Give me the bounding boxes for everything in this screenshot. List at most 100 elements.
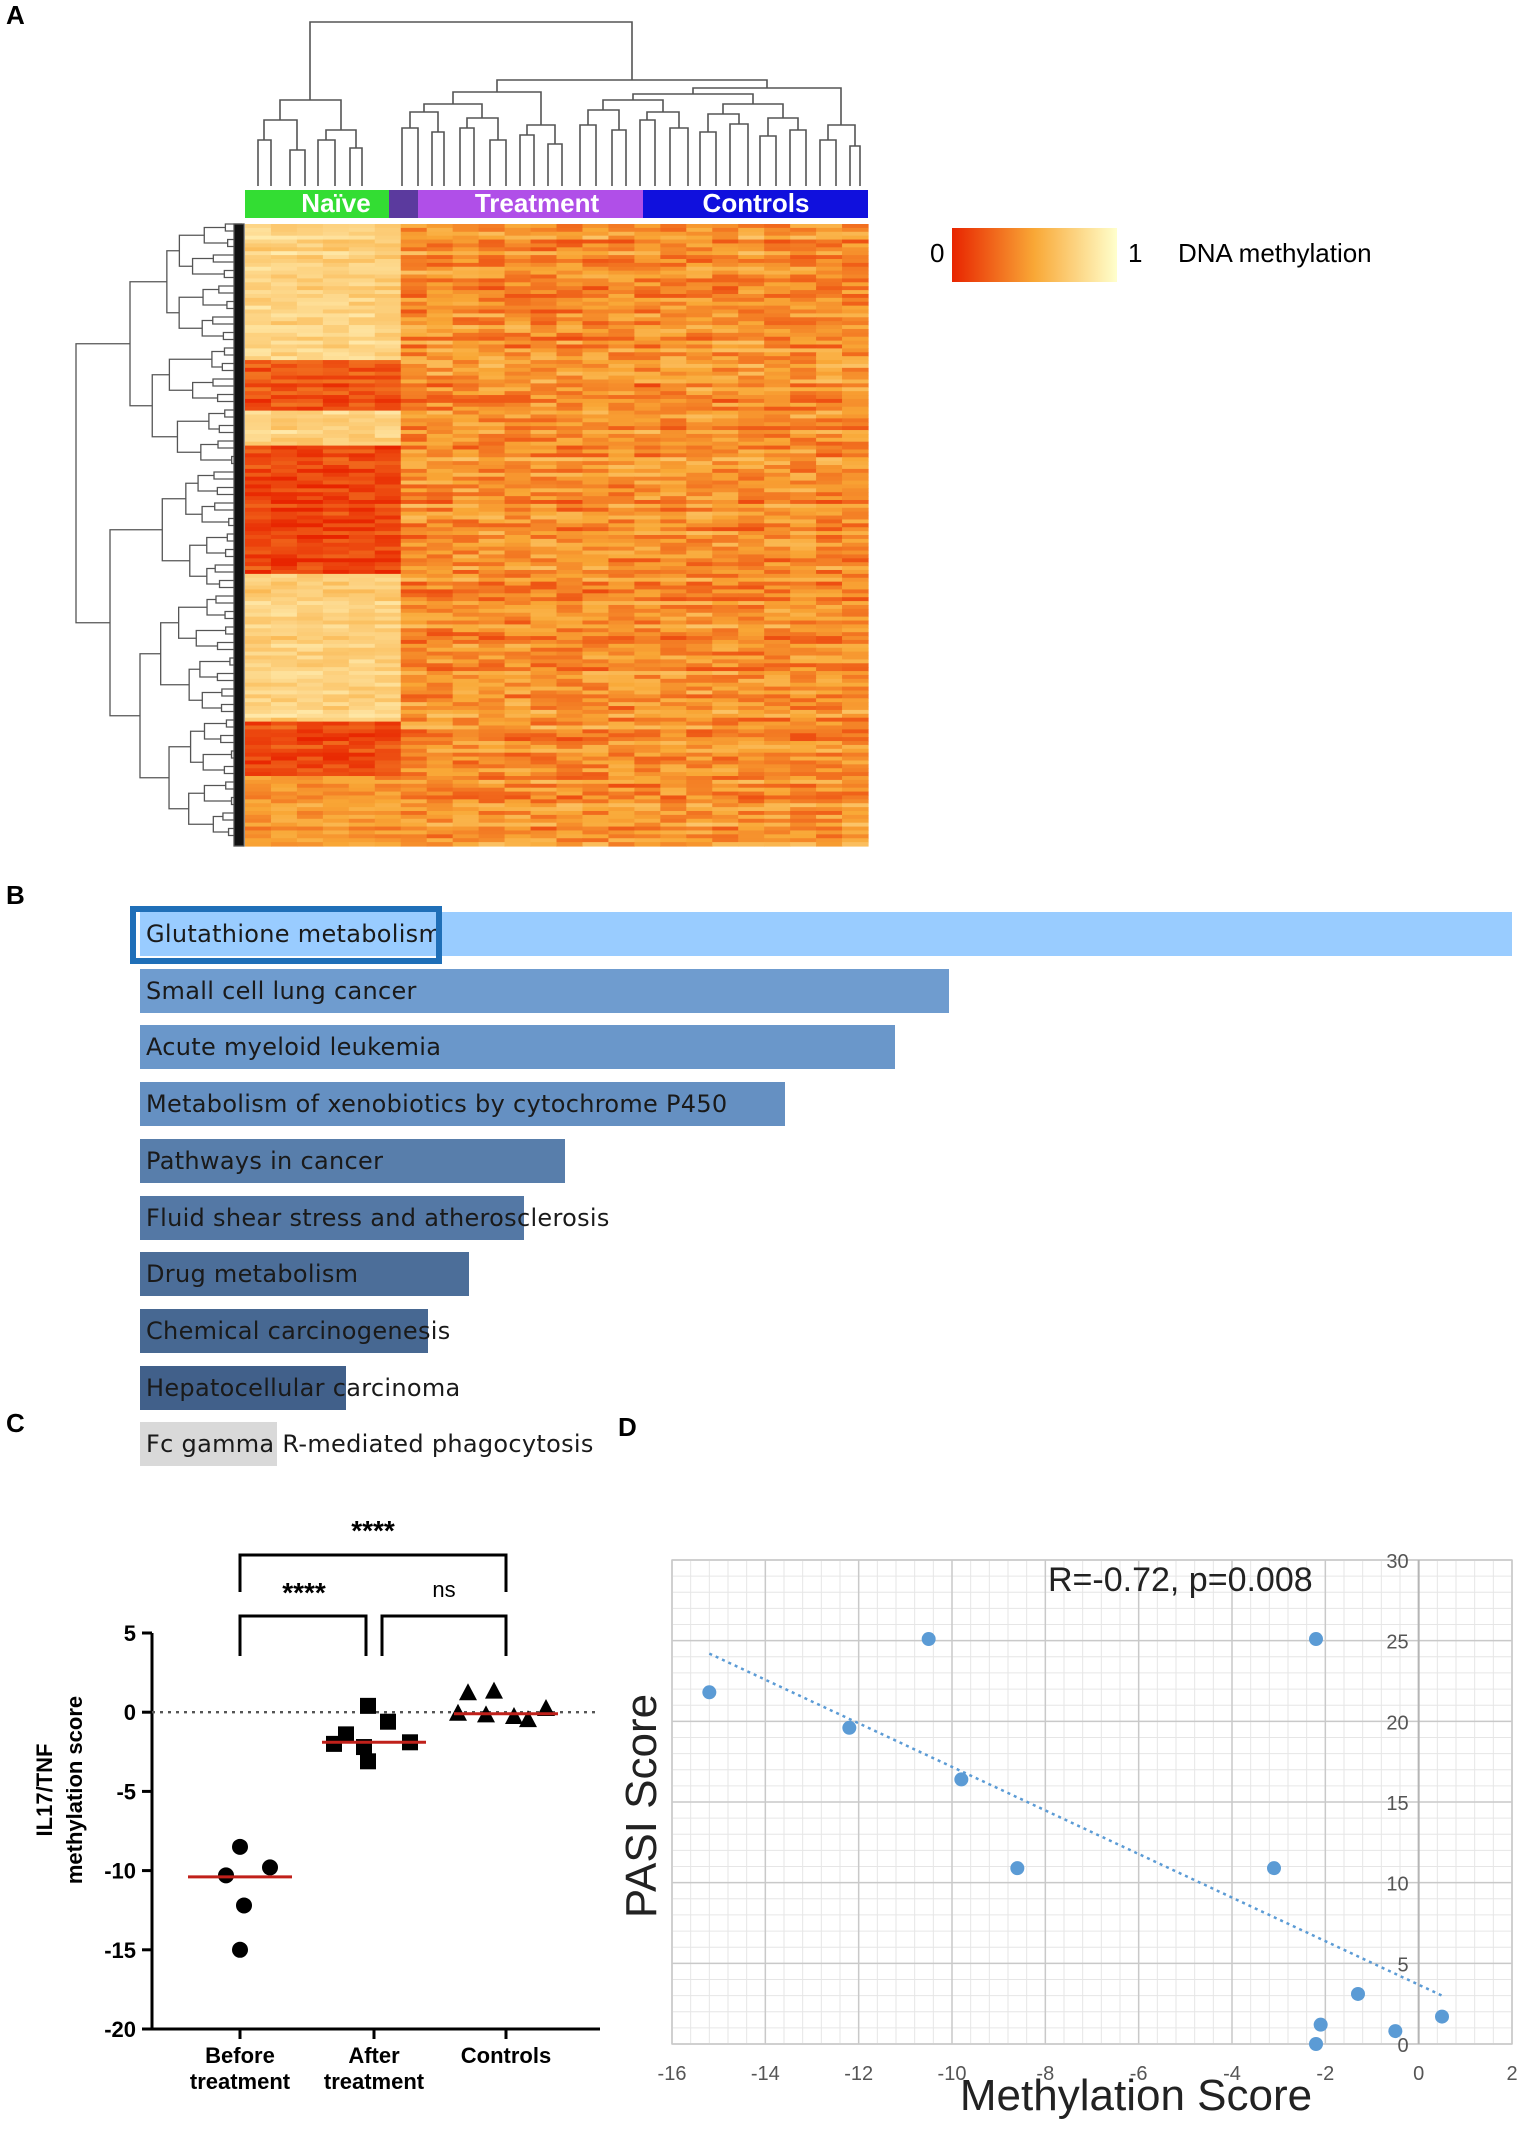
heatmap-cell <box>686 694 713 699</box>
heatmap-cell <box>608 577 635 583</box>
heatmap-cell <box>478 667 506 672</box>
heatmap-cell <box>608 721 635 727</box>
heatmap-cell <box>556 842 584 847</box>
heatmap-cell <box>322 542 350 548</box>
heatmap-cell <box>478 632 506 637</box>
heatmap-cell <box>504 593 532 598</box>
heatmap-cell <box>530 437 558 443</box>
heatmap-cell <box>530 418 558 423</box>
heatmap-cell <box>504 266 532 272</box>
heatmap-cell <box>478 601 506 606</box>
heatmap-cell <box>478 227 506 233</box>
heatmap-cell <box>816 791 843 797</box>
heatmap-cell <box>738 332 765 338</box>
heatmap-cell <box>296 468 324 474</box>
heatmap-cell <box>296 422 324 427</box>
data-point <box>1010 1861 1025 1876</box>
pathway-bar <box>140 1252 470 1297</box>
heatmap-cell <box>582 352 610 357</box>
heatmap-cell <box>374 379 402 384</box>
heatmap-cell <box>608 690 635 695</box>
heatmap-cell <box>530 655 558 660</box>
heatmap-cell <box>348 628 376 633</box>
heatmap-cell <box>738 352 765 357</box>
heatmap-cell <box>556 585 584 591</box>
heatmap-cell <box>270 636 298 641</box>
heatmap-cell <box>245 546 272 552</box>
heatmap-cell <box>374 814 402 820</box>
heatmap-cell <box>426 231 454 237</box>
heatmap-cell <box>842 822 869 828</box>
heatmap-cell <box>712 624 739 629</box>
heatmap-cell <box>530 488 558 493</box>
heatmap-cell <box>608 655 635 660</box>
heatmap-cell <box>530 694 558 699</box>
y-tick-label: -10 <box>104 1859 136 1884</box>
heatmap-cell <box>296 573 324 579</box>
heatmap-cell <box>660 496 687 501</box>
heatmap-cell <box>712 383 739 388</box>
heatmap-cell <box>322 779 350 785</box>
heatmap-cell <box>764 523 791 528</box>
heatmap-cell <box>608 247 635 252</box>
heatmap-cell <box>816 807 843 812</box>
heatmap-cell <box>582 585 610 591</box>
heatmap-cell <box>738 632 765 637</box>
heatmap-cell <box>660 632 687 637</box>
heatmap-cell <box>738 414 765 419</box>
heatmap-cell <box>764 597 791 602</box>
dendro-branch <box>223 765 242 775</box>
heatmap-cell <box>322 437 350 443</box>
heatmap-cell <box>686 729 713 734</box>
heatmap-cell <box>452 348 480 353</box>
heatmap-cell <box>582 811 610 816</box>
heatmap-cell <box>842 430 869 435</box>
heatmap-cell <box>608 301 635 307</box>
heatmap-cell <box>660 612 687 618</box>
heatmap-cell <box>296 387 324 392</box>
heatmap-cell <box>582 468 610 474</box>
heatmap-cell <box>712 282 739 287</box>
heatmap-cell <box>712 262 739 268</box>
heatmap-cell <box>452 674 480 680</box>
heatmap-cell <box>452 787 480 793</box>
heatmap-cell <box>608 515 635 521</box>
heatmap-cell <box>348 737 376 742</box>
heatmap-cell <box>790 535 817 540</box>
heatmap-cell <box>816 694 843 699</box>
heatmap-cell <box>478 709 506 715</box>
heatmap-cell <box>530 643 558 649</box>
heatmap-cell <box>348 433 376 439</box>
heatmap-cell <box>582 636 610 641</box>
heatmap-cell <box>764 632 791 637</box>
dendro-branch <box>176 420 209 453</box>
heatmap-cell <box>582 305 610 311</box>
heatmap-cell <box>764 258 791 264</box>
heatmap-cell <box>400 262 428 268</box>
heatmap-cell <box>504 581 532 587</box>
heatmap-cell <box>582 558 610 563</box>
heatmap-cell <box>296 224 324 229</box>
heatmap-cell <box>764 834 791 839</box>
heatmap-cell <box>816 270 843 276</box>
heatmap-cell <box>712 290 739 295</box>
heatmap-cell <box>322 383 350 388</box>
heatmap-cell <box>712 297 739 303</box>
heatmap-cell <box>426 706 454 711</box>
heatmap-cell <box>296 507 324 513</box>
heatmap-cell <box>686 624 713 629</box>
heatmap-cell <box>634 597 661 602</box>
heatmap-cell <box>348 503 376 509</box>
heatmap-cell <box>322 418 350 423</box>
heatmap-cell <box>764 566 791 571</box>
heatmap-cell <box>322 255 350 260</box>
heatmap-cell <box>530 325 558 330</box>
heatmap-cell <box>738 709 765 715</box>
heatmap-cell <box>608 476 635 482</box>
heatmap-cell <box>426 787 454 793</box>
heatmap-cell <box>686 562 713 567</box>
heatmap-cell <box>504 445 532 451</box>
heatmap-cell <box>530 371 558 377</box>
heatmap-cell <box>556 803 584 808</box>
heatmap-cell <box>842 842 869 847</box>
